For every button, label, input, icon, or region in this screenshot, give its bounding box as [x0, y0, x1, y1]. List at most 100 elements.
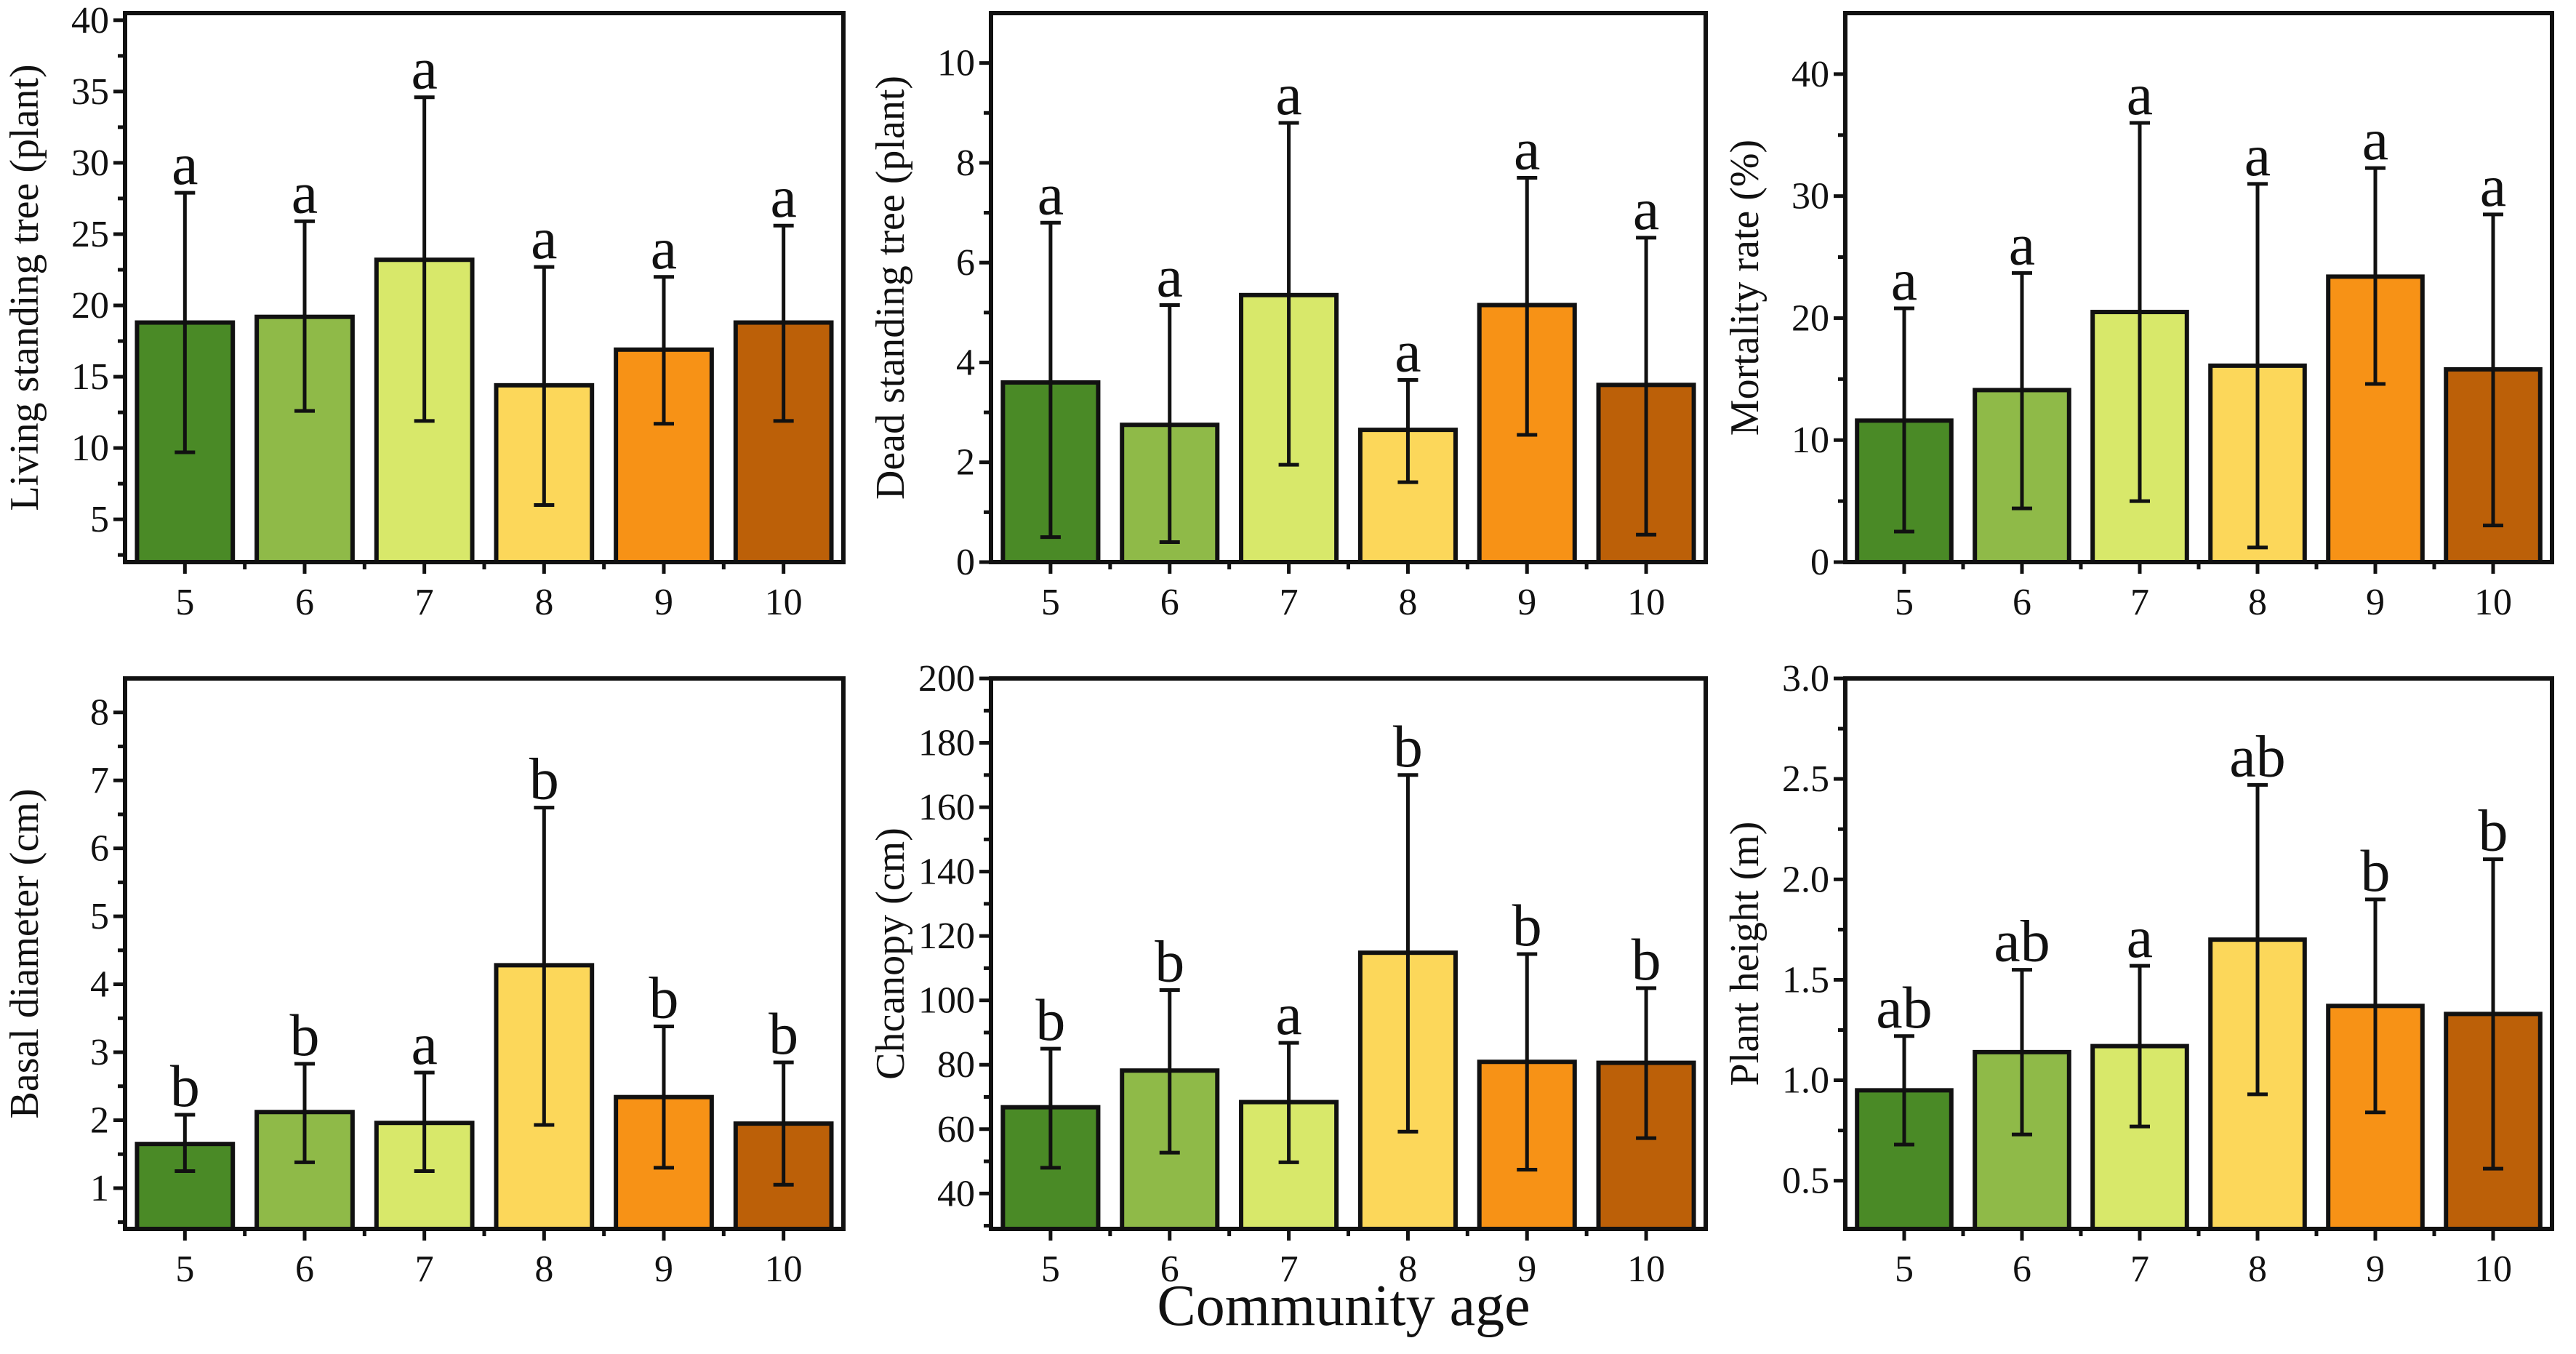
y-tick-label: 2 — [956, 442, 975, 484]
significance-label: b — [290, 1002, 320, 1068]
y-tick-label: 4 — [90, 964, 109, 1006]
significance-label: a — [2127, 904, 2153, 970]
y-tick-label: 1.5 — [1782, 959, 1829, 1001]
panel-mortality-rate: a a a a a a 0 10 20 30 40 5 6 7 8 9 10 Mortality rate (%) — [1722, 11, 2554, 623]
x-tick-label: 6 — [1160, 1249, 1179, 1290]
y-tick-label: 80 — [937, 1044, 975, 1086]
significance-label: b — [1512, 892, 1542, 958]
x-tick-label: 10 — [765, 1249, 803, 1290]
x-tick-label: 6 — [1160, 582, 1179, 623]
y-tick-label: 6 — [90, 828, 109, 870]
significance-label: ab — [2229, 723, 2285, 789]
y-tick-label: 0.5 — [1782, 1161, 1829, 1202]
significance-label: b — [529, 746, 559, 812]
y-tick-label: 25 — [71, 214, 109, 255]
y-tick-label: 20 — [71, 285, 109, 327]
significance-label: ab — [1994, 908, 2050, 974]
significance-label: b — [2479, 798, 2508, 864]
panel-basal-diameter: b b a b b b 1 2 3 4 5 6 7 8 5 6 7 8 9 10 Basal diameter (cm) — [2, 676, 846, 1290]
y-tick-label: 10 — [71, 428, 109, 469]
x-tick-label: 8 — [2248, 582, 2267, 623]
significance-label: a — [2362, 106, 2388, 172]
x-tick-label: 5 — [175, 1249, 194, 1290]
significance-label: a — [2244, 122, 2271, 188]
significance-label: a — [1275, 981, 1301, 1047]
y-tick-label: 10 — [937, 43, 975, 84]
x-tick-label: 9 — [1517, 1249, 1536, 1290]
x-tick-label: 5 — [1041, 582, 1060, 623]
significance-label: a — [2480, 153, 2506, 219]
y-tick-label: 40 — [1791, 54, 1829, 95]
x-tick-label: 7 — [415, 582, 434, 623]
significance-label: a — [770, 164, 796, 230]
significance-label: b — [2361, 838, 2391, 904]
y-tick-label: 20 — [1791, 297, 1829, 339]
significance-label: b — [649, 964, 679, 1030]
y-tick-label: 3 — [90, 1032, 109, 1073]
y-tick-label: 6 — [956, 242, 975, 284]
y-tick-label: 3.0 — [1782, 658, 1829, 700]
y-tick-label: 5 — [90, 896, 109, 937]
y-tick-label: 0 — [956, 542, 975, 583]
y-axis-label: Living standing tree (plant) — [2, 64, 47, 510]
panel-chcanopy: b b a b b b 40 60 80 100 120 140 160 180 200 5 6 7 8 9 10 Chc… — [868, 658, 1708, 1290]
y-tick-label: 60 — [937, 1109, 975, 1150]
significance-label: a — [1633, 176, 1659, 242]
x-tick-label: 10 — [1627, 582, 1665, 623]
significance-label: a — [2009, 211, 2035, 277]
significance-label: a — [172, 131, 198, 197]
significance-label: a — [292, 159, 318, 225]
y-axis-label: Plant height (m) — [1722, 822, 1768, 1086]
shared-x-axis-label: Community age — [1157, 1274, 1530, 1338]
y-axis-label: Chcanopy (cm) — [868, 828, 913, 1080]
y-tick-label: 30 — [1791, 176, 1829, 217]
significance-label: a — [411, 1011, 437, 1077]
y-tick-label: 1.0 — [1782, 1060, 1829, 1102]
significance-label: a — [2127, 61, 2153, 127]
significance-label: a — [1395, 318, 1421, 384]
significance-label: a — [531, 205, 557, 271]
x-tick-label: 7 — [2130, 1249, 2149, 1290]
x-tick-label: 5 — [1041, 1249, 1060, 1290]
significance-label: a — [411, 36, 437, 102]
significance-label: b — [1632, 926, 1661, 993]
significance-label: b — [170, 1053, 200, 1119]
x-tick-label: 9 — [1517, 582, 1536, 623]
x-tick-label: 6 — [2013, 1249, 2031, 1290]
significance-label: a — [1038, 161, 1064, 227]
x-tick-label: 8 — [1398, 582, 1417, 623]
x-tick-label: 5 — [175, 582, 194, 623]
y-axis-label: Mortality rate (%) — [1722, 140, 1768, 436]
y-tick-label: 40 — [937, 1173, 975, 1214]
significance-label: b — [1035, 987, 1065, 1053]
y-tick-label: 8 — [956, 143, 975, 184]
x-tick-label: 9 — [654, 1249, 673, 1290]
y-axis-label: Dead standing tree (plant) — [868, 76, 913, 500]
y-tick-label: 2.0 — [1782, 859, 1829, 900]
x-tick-label: 10 — [2474, 582, 2512, 623]
y-tick-label: 100 — [918, 980, 975, 1022]
y-tick-label: 180 — [918, 723, 975, 764]
significance-label: ab — [1876, 974, 1932, 1041]
x-tick-label: 10 — [1627, 1249, 1665, 1290]
x-tick-label: 7 — [2130, 582, 2149, 623]
y-tick-label: 120 — [918, 916, 975, 957]
significance-label: a — [1514, 116, 1540, 183]
x-tick-label: 7 — [1280, 1249, 1299, 1290]
panel-dead-standing-tree: a a a a a a 0 2 4 6 8 10 5 6 7 8 9 10 Dead standing tree (… — [868, 11, 1708, 623]
y-tick-label: 0 — [1810, 542, 1829, 583]
x-tick-label: 8 — [534, 1249, 553, 1290]
y-tick-label: 15 — [71, 356, 109, 398]
y-tick-label: 8 — [90, 692, 109, 734]
x-tick-label: 10 — [765, 582, 803, 623]
y-tick-label: 140 — [918, 852, 975, 893]
y-tick-label: 7 — [90, 760, 109, 801]
significance-label: b — [1393, 713, 1423, 780]
y-tick-label: 200 — [918, 658, 975, 700]
x-tick-label: 6 — [295, 1249, 314, 1290]
significance-label: b — [1155, 929, 1184, 995]
y-tick-label: 160 — [918, 787, 975, 828]
significance-label: a — [1275, 61, 1301, 127]
